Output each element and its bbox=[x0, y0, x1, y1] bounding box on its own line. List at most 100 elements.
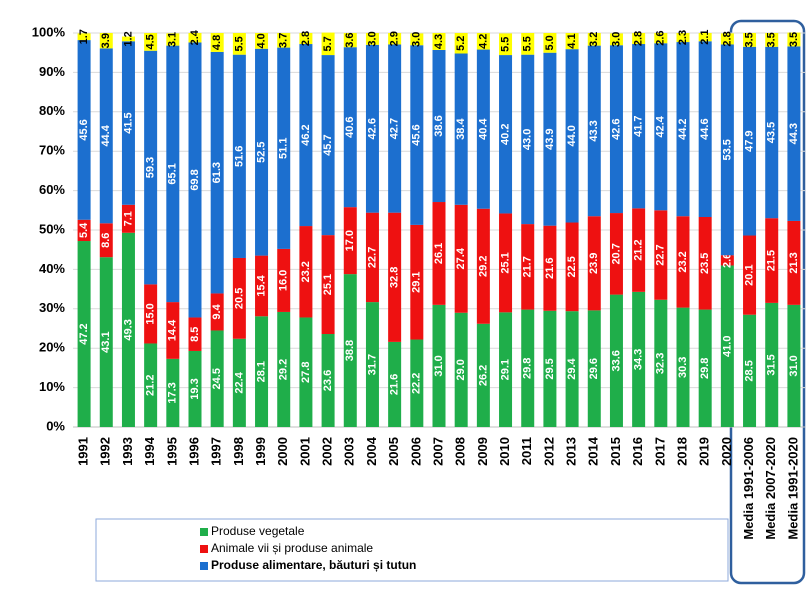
x-tick-label: Media 1991-2006 bbox=[741, 437, 756, 540]
x-tick-label: 2002 bbox=[320, 437, 335, 466]
data-label: 21.2 bbox=[145, 375, 157, 396]
x-tick-label: 1996 bbox=[186, 437, 201, 466]
bar-segment bbox=[232, 257, 246, 339]
data-label: 19.3 bbox=[189, 378, 201, 399]
x-tick-label: 2012 bbox=[541, 437, 556, 466]
data-label: 27.4 bbox=[455, 247, 467, 269]
bar-segment bbox=[587, 216, 601, 311]
bar-segment bbox=[654, 210, 668, 300]
data-label: 65.1 bbox=[167, 163, 179, 184]
y-tick-label: 50% bbox=[39, 221, 65, 236]
bar-segment bbox=[321, 334, 335, 427]
bar-segment bbox=[632, 291, 646, 427]
bar-segment bbox=[210, 51, 224, 294]
bar-segment bbox=[432, 33, 446, 50]
bar-segment bbox=[99, 257, 113, 427]
x-tick-label: Media 2007-2020 bbox=[763, 437, 778, 540]
data-label: 23.2 bbox=[677, 251, 689, 272]
data-label: 49.3 bbox=[122, 319, 134, 340]
bar-segment bbox=[144, 33, 158, 51]
bar-segment bbox=[77, 33, 91, 41]
data-label: 61.3 bbox=[211, 162, 223, 183]
bar-segment bbox=[232, 54, 246, 258]
bar-segment bbox=[166, 33, 180, 46]
bar-segment bbox=[410, 33, 424, 46]
bar-segment bbox=[698, 216, 712, 310]
data-label: 47.9 bbox=[743, 130, 755, 151]
bar-segment bbox=[543, 52, 557, 226]
data-label: 43.3 bbox=[588, 120, 600, 141]
data-label: 45.7 bbox=[322, 134, 334, 155]
bar-segment bbox=[565, 222, 579, 312]
data-label: 25.1 bbox=[322, 274, 334, 295]
data-label: 17.0 bbox=[344, 230, 356, 251]
bar-segment bbox=[321, 55, 335, 236]
data-label: 45.6 bbox=[78, 119, 90, 140]
data-label: 3.9 bbox=[100, 33, 112, 48]
bar-segment bbox=[188, 350, 202, 427]
legend-label: Produse alimentare, băuturi și tutun bbox=[211, 558, 416, 572]
bar-segment bbox=[188, 317, 202, 351]
bar-segment bbox=[255, 48, 269, 256]
data-label: 29.2 bbox=[477, 256, 489, 277]
data-label: 31.5 bbox=[766, 354, 778, 375]
legend-swatch bbox=[200, 528, 208, 536]
bar-segment bbox=[765, 218, 779, 303]
data-label: 14.4 bbox=[167, 319, 179, 341]
data-label: 41.0 bbox=[721, 336, 733, 357]
x-tick-label: 2009 bbox=[475, 437, 490, 466]
data-label: 32.3 bbox=[655, 353, 667, 374]
data-label: 23.2 bbox=[300, 261, 312, 282]
bar-segment bbox=[499, 312, 513, 427]
bar-segment bbox=[77, 241, 91, 427]
data-label: 44.2 bbox=[677, 118, 689, 139]
data-label: 3.1 bbox=[167, 32, 179, 47]
bar-segment bbox=[476, 208, 490, 324]
data-label: 29.8 bbox=[699, 358, 711, 379]
data-label: 38.6 bbox=[433, 115, 445, 136]
data-label: 21.2 bbox=[633, 239, 645, 260]
data-label: 4.5 bbox=[145, 34, 157, 49]
bar-segment bbox=[676, 42, 690, 217]
y-tick-label: 0% bbox=[46, 418, 65, 433]
bar-segment bbox=[720, 44, 734, 256]
data-label: 43.5 bbox=[766, 122, 778, 143]
data-label: 4.0 bbox=[255, 33, 267, 48]
bar-segment bbox=[565, 311, 579, 427]
data-label: 41.7 bbox=[633, 115, 645, 136]
data-label: 30.3 bbox=[677, 357, 689, 378]
bar-segment bbox=[765, 33, 779, 47]
bar-segment bbox=[365, 44, 379, 213]
x-tick-label: 2019 bbox=[697, 437, 712, 466]
bar-segment bbox=[410, 224, 424, 340]
bar-segment bbox=[476, 33, 490, 50]
bar-segment bbox=[432, 304, 446, 427]
bar-segment bbox=[543, 310, 557, 427]
bar-segment bbox=[255, 33, 269, 49]
data-label: 43.1 bbox=[100, 331, 112, 352]
x-tick-label: 2008 bbox=[453, 437, 468, 466]
bar-segment bbox=[454, 312, 468, 427]
bar-segment bbox=[499, 55, 513, 214]
data-label: 42.4 bbox=[655, 115, 667, 137]
x-tick-label: 2020 bbox=[719, 437, 734, 466]
bar-segment bbox=[565, 49, 579, 223]
data-label: 29.1 bbox=[499, 359, 511, 380]
x-tick-label: 2007 bbox=[430, 437, 445, 466]
bar-segment bbox=[720, 255, 734, 266]
x-tick-label: 2000 bbox=[275, 437, 290, 466]
data-label: 15.4 bbox=[255, 274, 267, 296]
data-label: 25.1 bbox=[499, 252, 511, 273]
bar-segment bbox=[365, 302, 379, 427]
data-label: 22.5 bbox=[566, 256, 578, 277]
data-label: 29.2 bbox=[278, 359, 290, 380]
bar-segment bbox=[188, 33, 202, 43]
data-label: 51.6 bbox=[233, 146, 245, 167]
bar-segment bbox=[410, 45, 424, 225]
bar-segment bbox=[277, 248, 291, 312]
data-label: 23.6 bbox=[322, 370, 334, 391]
bar-segment bbox=[144, 50, 158, 285]
data-label: 53.5 bbox=[721, 139, 733, 160]
data-label: 3.0 bbox=[366, 31, 378, 46]
x-tick-label: 1999 bbox=[253, 437, 268, 466]
